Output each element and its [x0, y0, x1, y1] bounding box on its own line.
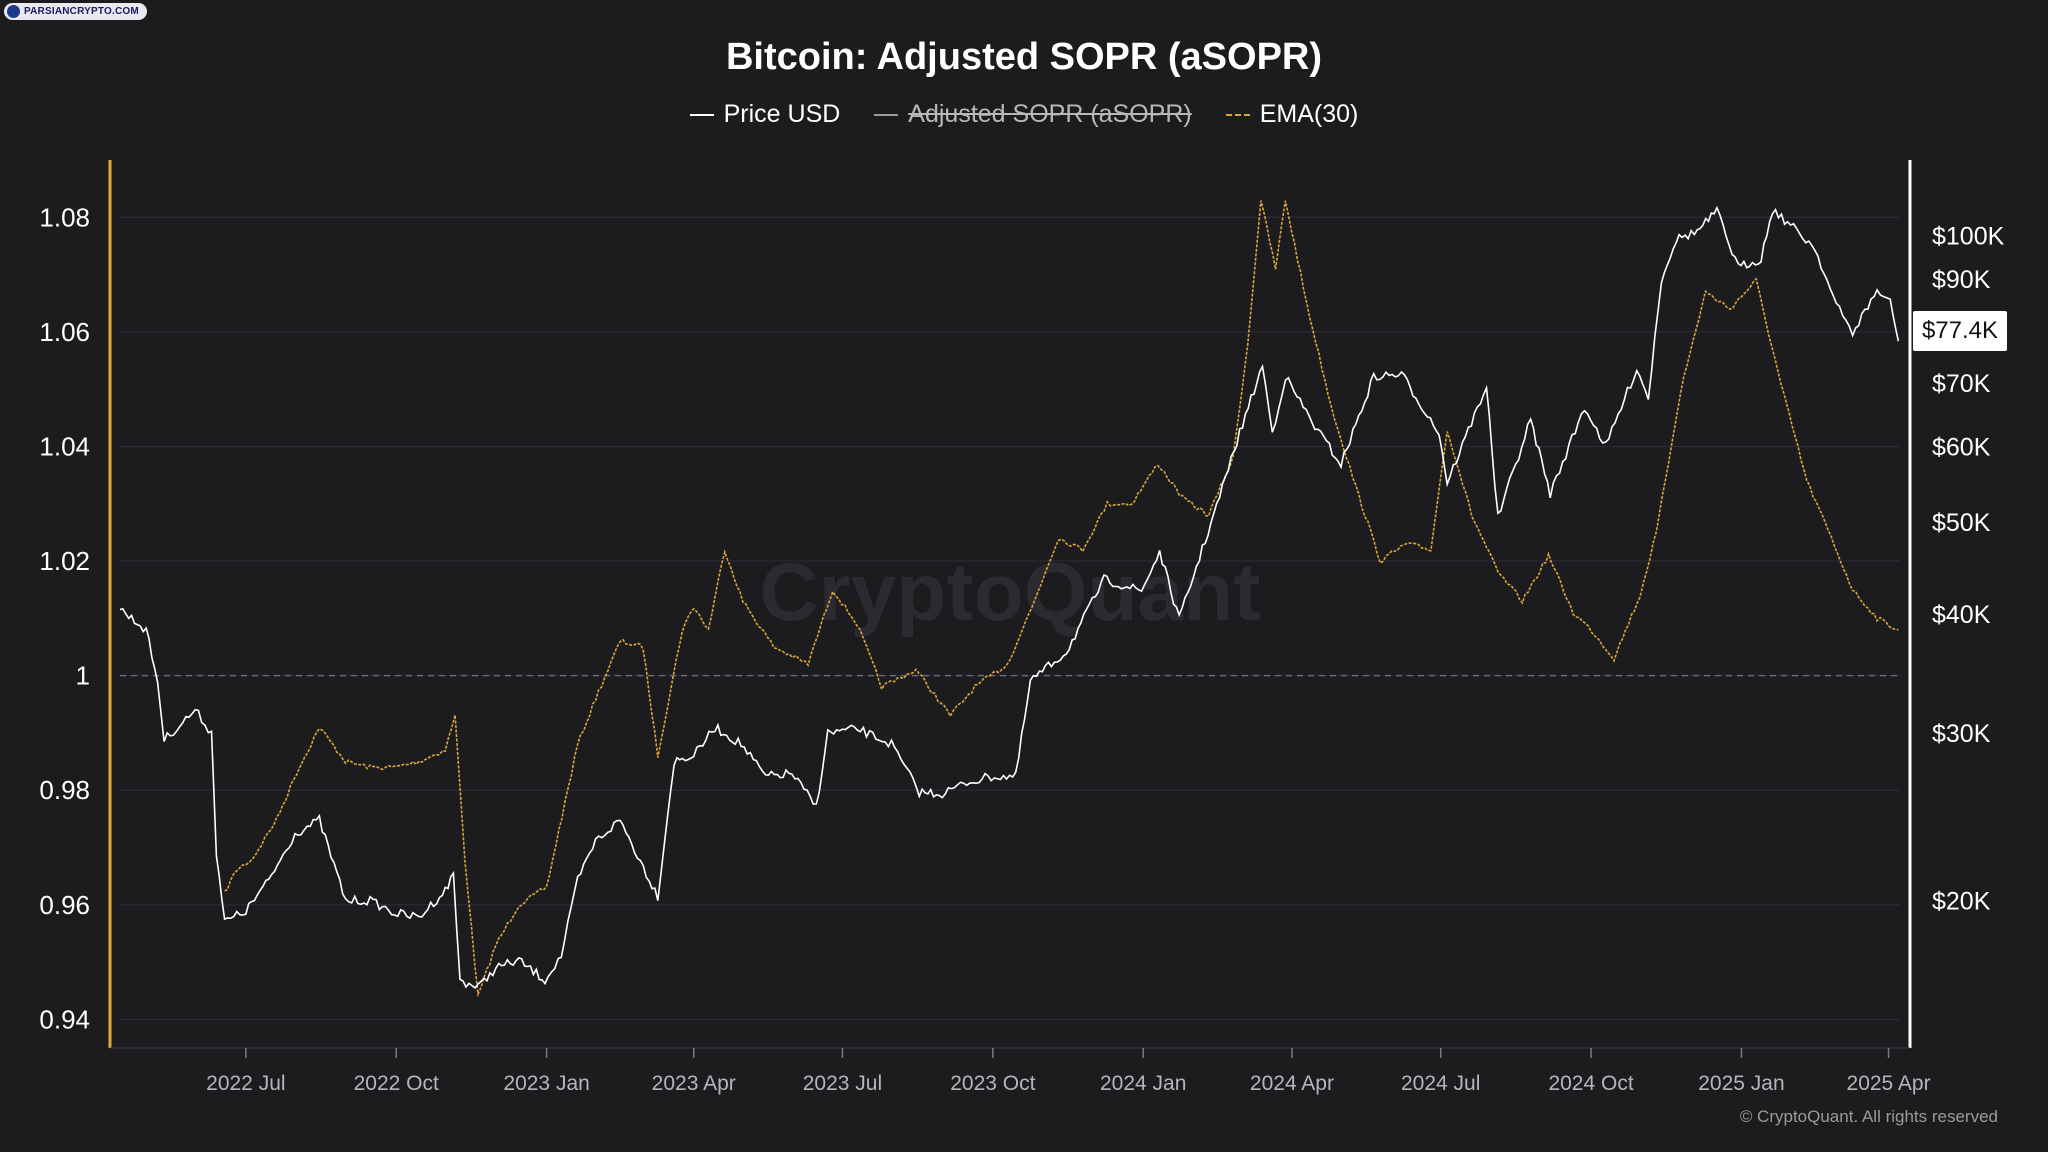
x-tick-label: 2024 Jan — [1100, 1072, 1186, 1095]
chart-title: Bitcoin: Adjusted SOPR (aSOPR) — [725, 36, 1323, 78]
chart-legend: Price USD Adjusted SOPR (aSOPR) EMA(30) — [0, 100, 2048, 129]
legend-item-asopr[interactable]: Adjusted SOPR (aSOPR) — [874, 100, 1192, 129]
legend-item-ema[interactable]: EMA(30) — [1225, 100, 1359, 129]
y-left-tick-label: 1 — [76, 661, 90, 691]
badge-text: PARSIANCRYPTO.COM — [24, 6, 139, 17]
y-right-tick-label: $70K — [1932, 370, 1991, 398]
y-left-tick-label: 1.08 — [39, 202, 90, 232]
y-right-tick-label: $40K — [1932, 601, 1991, 629]
last-price-tag: $77.4K — [1913, 311, 2007, 351]
copyright-text: © CryptoQuant. All rights reserved — [1739, 1107, 1998, 1126]
x-tick-label: 2024 Oct — [1548, 1072, 1633, 1095]
legend-swatch-price-icon — [689, 113, 714, 116]
legend-swatch-asopr-icon — [874, 113, 899, 116]
y-right-tick-label: $90K — [1932, 266, 1991, 294]
y-right-tick-label: $50K — [1932, 509, 1991, 537]
y-left-tick-label: 0.96 — [39, 890, 90, 920]
x-tick-label: 2022 Oct — [354, 1072, 439, 1095]
y-right-tick-label: $100K — [1932, 222, 2005, 250]
watermark-badge: PARSIANCRYPTO.COM — [4, 3, 147, 20]
y-left-tick-label: 0.94 — [39, 1004, 90, 1034]
x-tick-label: 2023 Jul — [803, 1072, 882, 1095]
y-right-tick-label: $60K — [1932, 433, 1991, 461]
x-tick-label: 2024 Apr — [1250, 1072, 1334, 1095]
x-tick-label: 2023 Apr — [652, 1072, 736, 1095]
legend-swatch-ema-icon — [1225, 113, 1250, 116]
series-line-ema30 — [224, 200, 1899, 998]
watermark-text: CryptoQuant — [759, 547, 1260, 638]
legend-item-price[interactable]: Price USD — [689, 100, 841, 129]
y-right-tick-label: $30K — [1932, 720, 1991, 748]
x-tick-label: 2023 Oct — [950, 1072, 1035, 1095]
legend-label-price: Price USD — [723, 100, 841, 128]
series-line-price-usd — [119, 205, 1900, 990]
x-tick-label: 2025 Apr — [1847, 1072, 1931, 1095]
y-left-tick-label: 1.06 — [39, 317, 90, 347]
x-tick-label: 2023 Jan — [503, 1072, 589, 1095]
x-tick-label: 2025 Jan — [1698, 1072, 1784, 1095]
x-tick-label: 2022 Jul — [206, 1072, 285, 1095]
y-left-tick-label: 1.02 — [39, 546, 90, 576]
legend-label-ema: EMA(30) — [1259, 100, 1359, 128]
x-tick-label: 2024 Jul — [1401, 1072, 1480, 1095]
y-right-tick-label: $20K — [1932, 888, 1991, 916]
badge-logo-icon — [7, 5, 20, 18]
y-left-tick-label: 1.04 — [39, 431, 90, 461]
legend-label-asopr: Adjusted SOPR (aSOPR) — [908, 100, 1192, 128]
y-left-tick-label: 0.98 — [39, 775, 90, 805]
